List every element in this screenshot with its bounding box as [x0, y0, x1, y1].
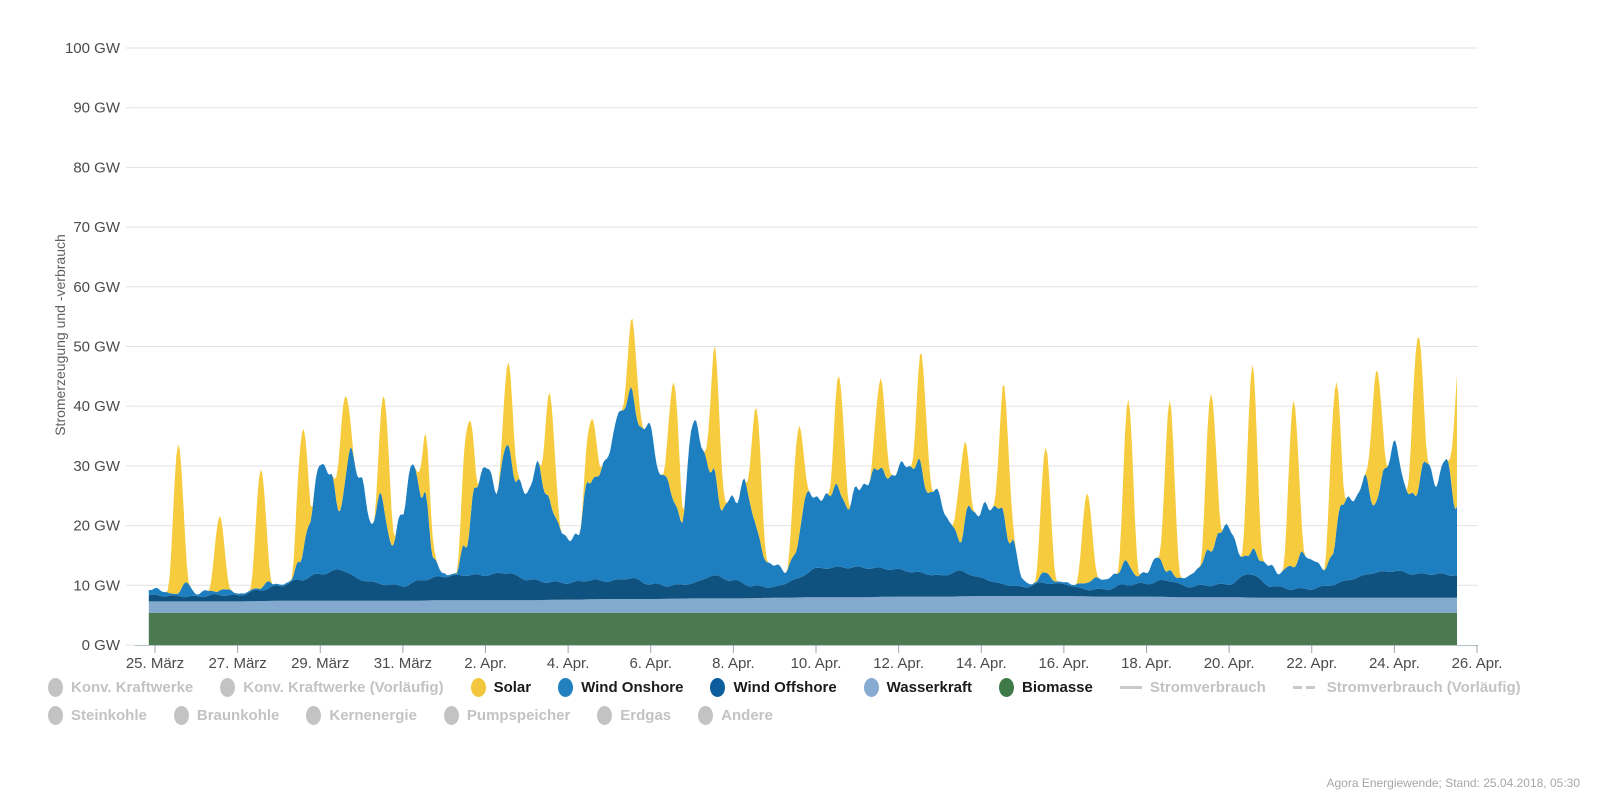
x-tick-label: 31. März — [374, 655, 432, 672]
legend-label: Solar — [493, 679, 532, 696]
y-tick-label: 60 GW — [73, 279, 121, 296]
x-tick-label: 10. Apr. — [791, 655, 842, 672]
legend-label: Wasserkraft — [886, 679, 972, 696]
x-tick-label: 29. März — [291, 655, 349, 672]
x-tick-label: 8. Apr. — [712, 655, 755, 672]
series-color-dot-icon — [306, 706, 322, 725]
attribution-text: Agora Energiewende; Stand: 25.04.2018, 0… — [1326, 776, 1580, 790]
series-color-dot-icon — [710, 678, 726, 697]
legend: Konv. Kraftwerke Konv. Kraftwerke (Vorläu… — [48, 678, 1578, 734]
y-tick-label: 70 GW — [73, 219, 121, 236]
series-color-dot-icon — [999, 678, 1014, 697]
legend-label: Konv. Kraftwerke (Vorläufig) — [243, 679, 444, 696]
legend-item-wasserkraft[interactable]: Wasserkraft — [863, 678, 972, 697]
legend-label: Pumpspeicher — [466, 707, 571, 724]
area-wind-offshore[interactable] — [148, 566, 1457, 602]
legend-item-pumpspeicher[interactable]: Pumpspeicher — [443, 706, 571, 725]
consumption-line-icon — [1119, 686, 1142, 689]
legend-label: Erdgas — [620, 707, 672, 724]
legend-label: Andere — [721, 707, 773, 724]
legend-label: Wind Onshore — [581, 679, 684, 696]
series-color-dot-icon — [597, 706, 613, 725]
y-tick-label: 30 GW — [73, 458, 121, 475]
consumption-dashed-line-icon — [1292, 686, 1319, 689]
legend-label: Biomasse — [1022, 679, 1093, 696]
x-tick-label: 2. Apr. — [464, 655, 507, 672]
legend-label: Stromverbrauch (Vorläufig) — [1326, 679, 1521, 696]
legend-item-stromverbrauch-vorl-ufig[interactable]: Stromverbrauch (Vorläufig) — [1292, 679, 1521, 696]
x-tick-label: 14. Apr. — [956, 655, 1007, 672]
legend-label: Wind Offshore — [733, 679, 837, 696]
y-tick-label: 40 GW — [73, 398, 121, 415]
legend-item-wind-offshore[interactable]: Wind Offshore — [710, 678, 837, 697]
area-solar[interactable] — [148, 318, 1457, 595]
x-tick-label: 16. Apr. — [1038, 655, 1089, 672]
series-color-dot-icon — [173, 706, 189, 725]
legend-item-andere[interactable]: Andere — [698, 706, 773, 725]
legend-item-wind-onshore[interactable]: Wind Onshore — [558, 678, 683, 697]
legend-item-kernenergie[interactable]: Kernenergie — [306, 706, 417, 725]
x-tick-label: 20. Apr. — [1204, 655, 1255, 672]
series-color-dot-icon — [698, 706, 714, 725]
y-tick-label: 100 GW — [65, 40, 121, 57]
x-tick-label: 6. Apr. — [629, 655, 672, 672]
power-generation-chart[interactable]: 25. März 27. März 29. März 31. März 2. Apr. 4… — [0, 0, 1600, 672]
y-tick-label: 90 GW — [73, 100, 121, 117]
x-tick-label: 26. Apr. — [1452, 655, 1503, 672]
x-tick-label: 27. März — [208, 655, 266, 672]
legend-item-konv-kraftwerke[interactable]: Konv. Kraftwerke — [48, 678, 193, 697]
legend-row-2: Steinkohle Braunkohle Kernenergie Pumpspeic… — [48, 706, 1578, 725]
y-tick-label: 10 GW — [73, 577, 121, 594]
series-color-dot-icon — [220, 678, 236, 697]
y-tick-label: 50 GW — [73, 339, 121, 356]
legend-item-solar[interactable]: Solar — [470, 678, 532, 697]
legend-label: Kernenergie — [329, 707, 417, 724]
legend-label: Konv. Kraftwerke — [71, 679, 194, 696]
legend-item-erdgas[interactable]: Erdgas — [597, 706, 671, 725]
x-tick-label: 12. Apr. — [873, 655, 924, 672]
legend-item-steinkohle[interactable]: Steinkohle — [48, 706, 147, 725]
x-tick-label: 25. März — [126, 655, 184, 672]
x-tick-label: 22. Apr. — [1286, 655, 1337, 672]
x-tick-label: 4. Apr. — [547, 655, 590, 672]
y-tick-label: 80 GW — [73, 159, 121, 176]
series-color-dot-icon — [470, 678, 486, 697]
legend-item-konv-kraftwerke-vorl-ufig[interactable]: Konv. Kraftwerke (Vorläufig) — [220, 678, 444, 697]
series-color-dot-icon — [863, 678, 879, 697]
y-tick-label: 20 GW — [73, 518, 121, 535]
legend-label: Steinkohle — [71, 707, 147, 724]
legend-label: Braunkohle — [196, 707, 280, 724]
series-color-dot-icon — [48, 678, 63, 697]
area-wind-onshore[interactable] — [148, 386, 1457, 598]
y-axis-title: Stromerzeugung und -verbrauch — [52, 234, 68, 436]
area-biomasse[interactable] — [148, 612, 1457, 645]
series-color-dot-icon — [48, 706, 63, 725]
legend-item-braunkohle[interactable]: Braunkohle — [173, 706, 280, 725]
legend-item-stromverbrauch[interactable]: Stromverbrauch — [1119, 679, 1266, 696]
y-tick-label: 0 GW — [82, 637, 121, 654]
series-color-dot-icon — [558, 678, 574, 697]
series-color-dot-icon — [443, 706, 459, 725]
x-tick-label: 18. Apr. — [1121, 655, 1172, 672]
legend-label: Stromverbrauch — [1149, 679, 1266, 696]
x-tick-label: 24. Apr. — [1369, 655, 1420, 672]
legend-row-1: Konv. Kraftwerke Konv. Kraftwerke (Vorläu… — [48, 678, 1578, 697]
legend-item-biomasse[interactable]: Biomasse — [999, 678, 1093, 697]
